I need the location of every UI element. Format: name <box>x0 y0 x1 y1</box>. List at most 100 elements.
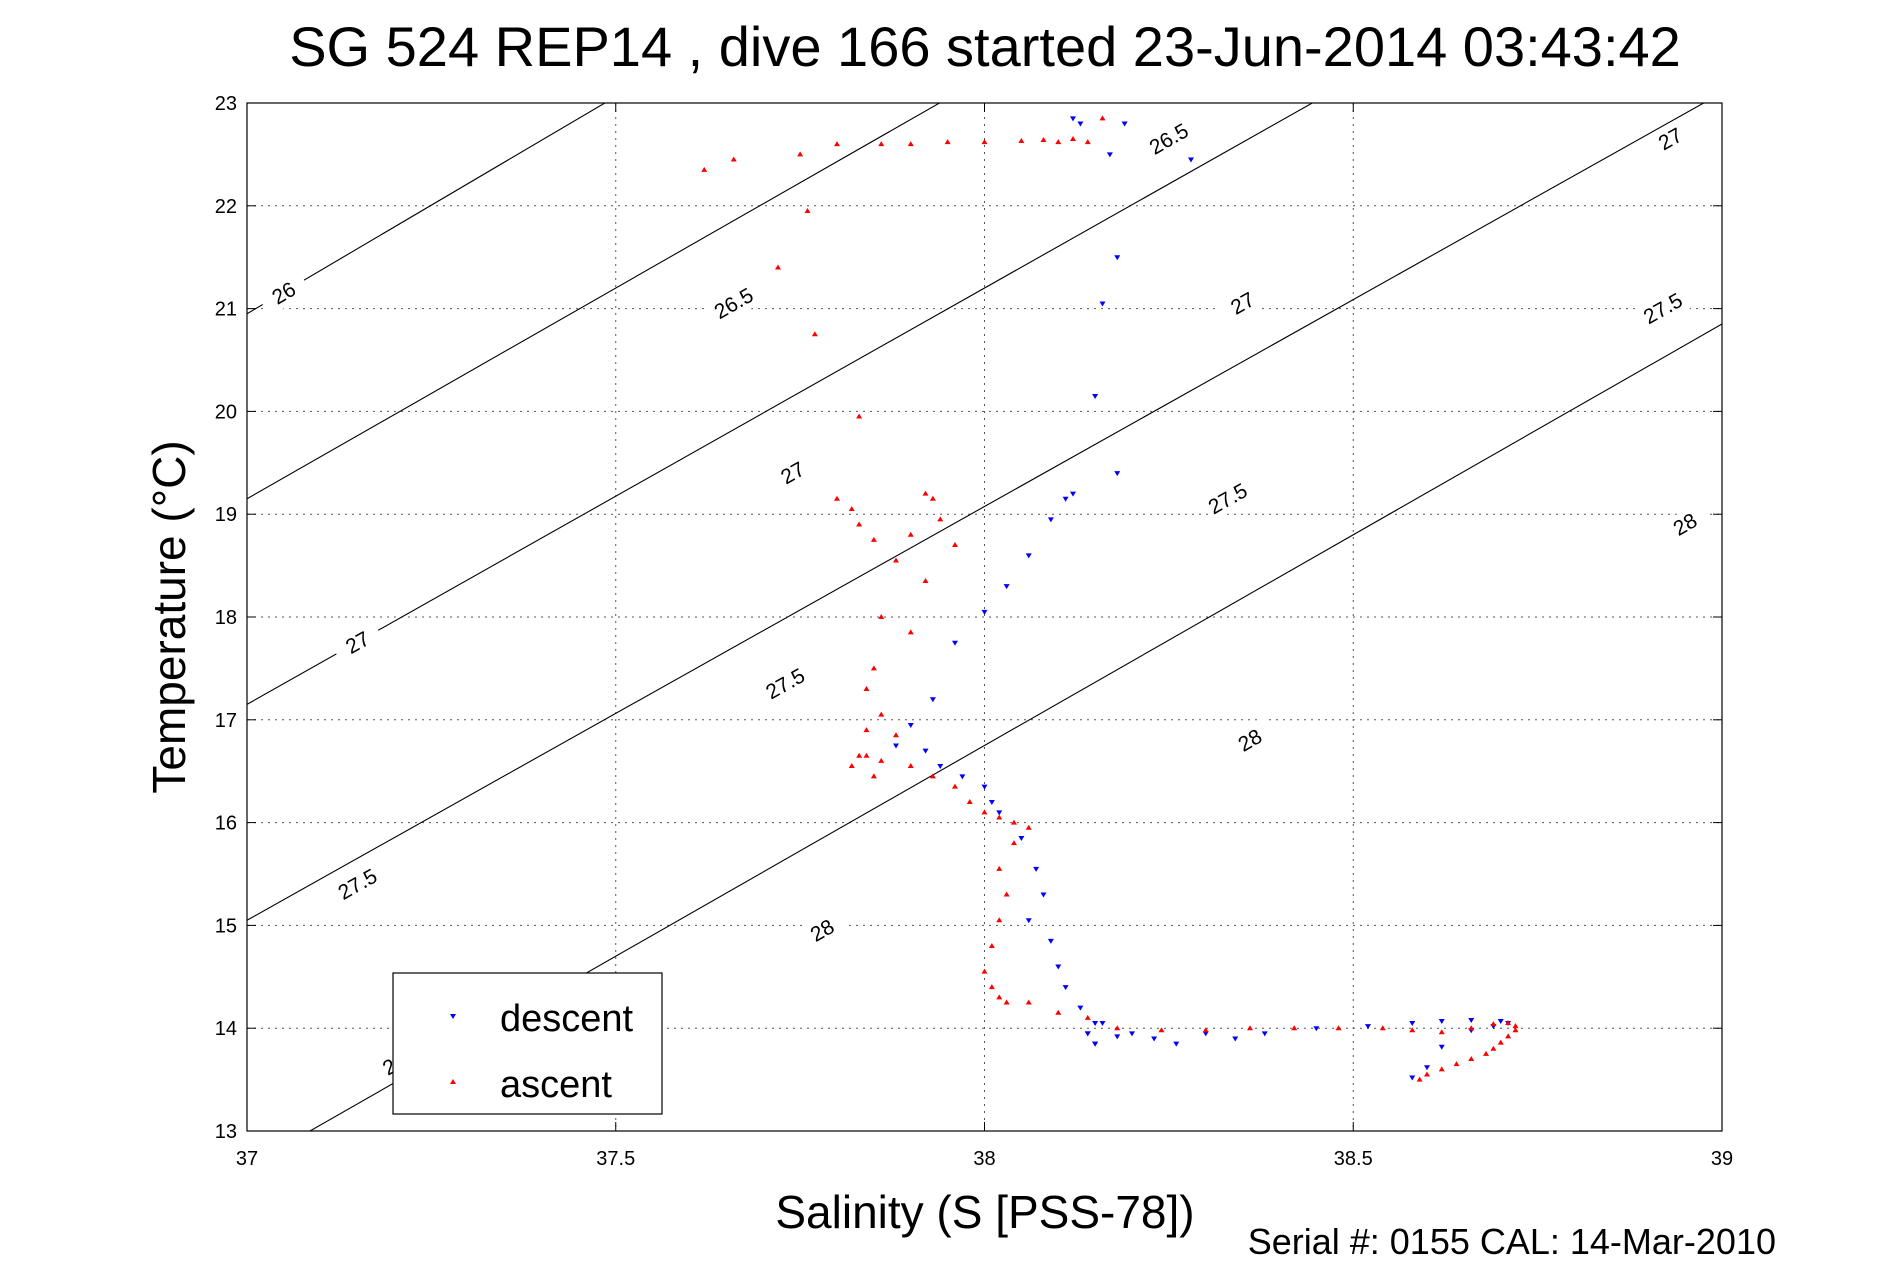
contour-label-bg <box>1141 115 1197 163</box>
ascent-point <box>1247 1025 1253 1031</box>
ascent-point <box>966 799 973 805</box>
ascent-point <box>1490 1045 1497 1051</box>
descent-point <box>1468 1017 1475 1023</box>
contour-label-bg <box>1635 285 1691 332</box>
ascent-point <box>1505 1020 1512 1026</box>
density-contour-26.5 <box>247 103 941 500</box>
descent-point <box>929 697 936 703</box>
density-contour-26 <box>247 103 606 315</box>
ascent-point <box>929 773 936 779</box>
descent-point <box>996 810 1003 816</box>
contour-label-27: 27 <box>1215 280 1270 327</box>
ascent-point <box>1114 1025 1121 1031</box>
contour-label-bg <box>1200 475 1256 522</box>
descent-point <box>1261 1031 1268 1037</box>
serial-calibration-note: Serial #: 0155 CAL: 14-Mar-2010 <box>1248 1221 1776 1262</box>
legend-marker-ascent <box>450 1079 456 1084</box>
y-axis-label: Temperature (°C) <box>143 440 195 793</box>
descent-point <box>1424 1065 1430 1071</box>
ascent-point <box>1453 1061 1460 1067</box>
ascent-point <box>996 917 1003 923</box>
descent-point <box>1409 1021 1416 1027</box>
x-ticks: 37 37.5 38 38.5 39 <box>236 103 1733 1170</box>
contour-label-28: 28 <box>794 907 850 954</box>
ascent-point <box>952 783 958 789</box>
y-ticks: 13 14 15 16 17 18 19 20 21 22 23 <box>215 93 1722 1143</box>
ascent-point <box>1512 1023 1519 1029</box>
ascent-point <box>1438 1029 1445 1035</box>
descent-point <box>1121 121 1128 127</box>
contour-label-28: 28 <box>1657 501 1713 548</box>
ascent-point <box>856 752 863 758</box>
ascent-point <box>834 495 840 501</box>
y-tick-label: 17 <box>215 710 237 732</box>
contour-label-26.5: 26.5 <box>1141 115 1197 163</box>
descent-point <box>1099 301 1106 307</box>
y-tick-label: 21 <box>215 299 237 321</box>
contour-label-bg <box>706 280 762 327</box>
descent-point <box>1497 1019 1504 1025</box>
descent-point <box>1018 836 1025 842</box>
contour-label-27: 27 <box>1643 115 1698 163</box>
ascent-point <box>1291 1025 1298 1031</box>
ascent-point <box>1490 1021 1497 1027</box>
y-tick-label: 19 <box>215 504 237 526</box>
descent-point <box>981 784 988 790</box>
descent-point <box>1188 157 1194 163</box>
ascent-point <box>1416 1076 1423 1082</box>
descent-point <box>1077 121 1084 127</box>
descent-point <box>907 722 914 728</box>
y-tick-label: 23 <box>215 93 237 115</box>
contour-label-bg <box>256 269 312 317</box>
ascent-point <box>848 506 855 512</box>
descent-point <box>1114 255 1121 261</box>
ascent-point <box>952 542 958 548</box>
ascent-point <box>856 521 863 527</box>
descent-point <box>1084 1031 1091 1037</box>
ascent-point <box>944 139 951 145</box>
descent-point <box>1365 1024 1371 1030</box>
contour-label-bg <box>758 660 813 707</box>
ascent-point <box>893 557 899 563</box>
descent-point <box>937 764 944 770</box>
ascent-point <box>1055 139 1062 145</box>
contour-label-bg <box>1657 501 1713 548</box>
chart-title: SG 524 REP14 , dive 166 started 23-Jun-2… <box>289 15 1681 78</box>
y-tick-label: 16 <box>215 813 237 835</box>
ascent-point <box>863 727 870 733</box>
ascent-point <box>878 141 885 147</box>
ascent-point <box>1438 1066 1445 1072</box>
ascent-point <box>988 984 995 990</box>
ascent-point <box>870 536 877 542</box>
ascent-point <box>981 139 988 145</box>
ascent-point <box>981 809 988 815</box>
legend-label-descent: descent <box>500 998 634 1040</box>
contour-label-bg <box>330 619 385 666</box>
ascent-point <box>1202 1027 1209 1033</box>
ascent-point <box>1011 819 1017 825</box>
descent-point <box>1003 584 1010 590</box>
ascent-point <box>1497 1039 1504 1045</box>
ascent-point <box>907 531 914 537</box>
descent-point <box>1099 1021 1106 1027</box>
ascent-point <box>981 968 988 974</box>
contour-label-27.5: 27.5 <box>330 861 385 908</box>
data-series <box>701 115 1519 1082</box>
ascent-point <box>1040 137 1047 143</box>
legend-marker-descent <box>450 1014 456 1019</box>
ascent-point <box>863 752 870 758</box>
y-tick-label: 22 <box>215 196 237 218</box>
contour-label-26.5: 26.5 <box>706 280 762 327</box>
descent-point <box>952 640 958 646</box>
contour-label-27: 27 <box>330 619 385 666</box>
ascent-point <box>1409 1027 1416 1033</box>
x-axis-label: Salinity (S [PSS-78]) <box>775 1186 1194 1238</box>
ascent-point <box>922 578 929 584</box>
ascent-point <box>870 773 877 779</box>
y-tick-label: 15 <box>215 915 237 937</box>
descent-point <box>1047 517 1054 523</box>
ascent-point <box>878 614 885 619</box>
descent-point <box>1114 471 1121 477</box>
contour-label-bg <box>1215 280 1270 327</box>
ascent-point <box>1018 138 1025 144</box>
